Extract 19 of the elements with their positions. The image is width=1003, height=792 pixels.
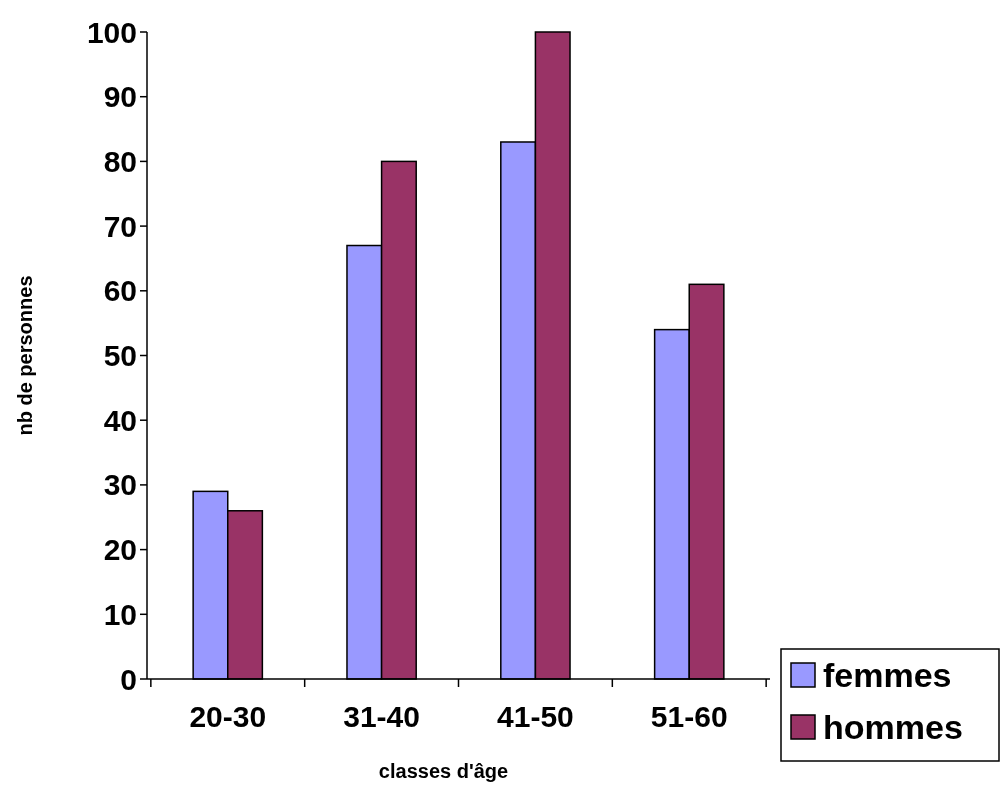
x-tick-label: 20-30 — [189, 700, 267, 733]
x-tick-label: 31-40 — [343, 700, 420, 733]
y-tick-label: 20 — [103, 533, 137, 567]
y-tick-label: 40 — [103, 403, 137, 437]
x-tick-label: 51-60 — [650, 700, 728, 733]
x-axis-title: classes d'âge — [378, 760, 509, 782]
y-tick-label: 100 — [86, 15, 137, 49]
y-tick-label: 90 — [103, 80, 137, 114]
y-tick-label: 60 — [103, 274, 137, 308]
x-tick-label: 41-50 — [497, 700, 574, 733]
y-tick-label: 0 — [120, 662, 137, 696]
y-tick-label: 80 — [103, 144, 137, 178]
y-tick-label: 70 — [103, 209, 137, 243]
y-tick-label: 50 — [103, 339, 137, 372]
y-tick-label: 10 — [103, 597, 137, 631]
legend-label: femmes — [823, 655, 952, 694]
y-tick-label: 30 — [103, 468, 137, 502]
legend-label: hommes — [823, 707, 963, 746]
y-axis-title: nb de personnes — [14, 275, 36, 436]
